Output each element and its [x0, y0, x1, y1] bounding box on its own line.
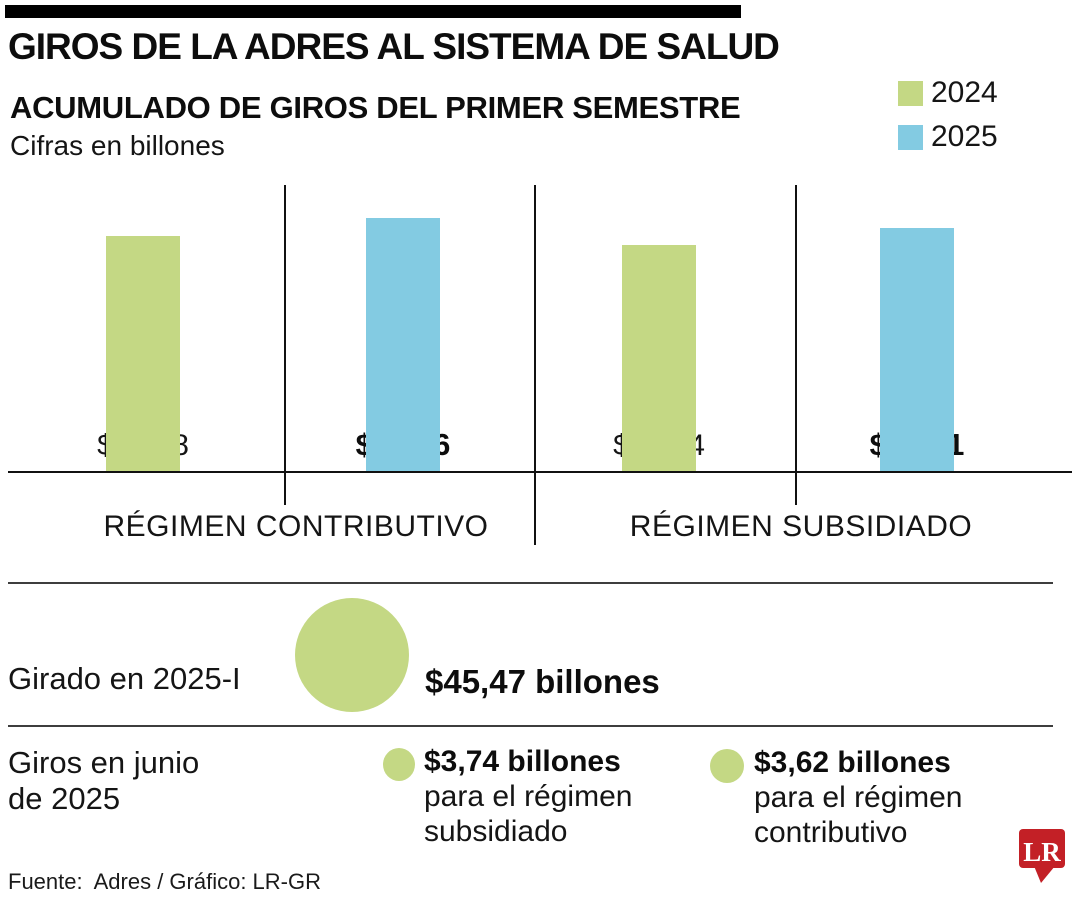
- junio-item-desc-line2: subsidiado: [424, 815, 568, 849]
- chart-subtitle: ACUMULADO DE GIROS DEL PRIMER SEMESTRE: [10, 90, 741, 125]
- category-label-subsidiado: RÉGIMEN SUBSIDIADO: [629, 510, 973, 543]
- source-credit: Fuente: Adres / Gráfico: LR-GR: [8, 869, 322, 894]
- bullet-dot-contributivo: [710, 749, 744, 783]
- page-title: GIROS DE LA ADRES AL SISTEMA DE SALUD: [8, 26, 780, 67]
- lr-logo-text: LR: [1023, 837, 1061, 867]
- junio-label-line1: Giros en junio: [8, 745, 200, 780]
- legend-swatch-2025: [898, 124, 923, 150]
- legend-label-2025: 2025: [931, 120, 998, 153]
- bar-rect-2024-contributivo: [106, 235, 180, 473]
- junio-label-line2: de 2025: [8, 780, 121, 816]
- legend-swatch-2024: [898, 80, 923, 106]
- category-label-contributivo: RÉGIMEN CONTRIBUTIVO: [103, 510, 489, 543]
- lr-logo: LR: [1019, 829, 1065, 883]
- divider-left-group: [284, 185, 286, 505]
- junio-item-contributivo: $3,62 billones para el régimen contribut…: [754, 746, 962, 851]
- junio-item-desc-line2: contributivo: [754, 816, 908, 850]
- legend-label-2024: 2024: [931, 76, 998, 109]
- top-rule: [5, 5, 741, 18]
- lr-logo-box: [1019, 829, 1065, 868]
- legend-item-2024: 2024: [898, 76, 998, 110]
- girado-label: Girado en 2025-I: [8, 661, 241, 696]
- junio-item-subsidiado: $3,74 billones para el régimen subsidiad…: [424, 745, 632, 850]
- legend-item-2025: 2025: [898, 120, 998, 154]
- total-circle: [295, 598, 409, 712]
- bar-rect-2024-subsidiado: [622, 244, 696, 473]
- junio-label: Giros en junio de 2025: [8, 745, 199, 816]
- bar-rect-2025-contributivo: [366, 218, 440, 473]
- bullet-dot-subsidiado: [383, 748, 415, 781]
- bar-rect-2025-subsidiado: [880, 227, 954, 473]
- junio-item-desc-line1: para el régimen: [424, 780, 633, 813]
- x-axis-baseline: [8, 471, 1072, 473]
- junio-item-value: $3,74 billones: [424, 745, 621, 778]
- section-rule-1: [8, 582, 1053, 584]
- junio-item-value: $3,62 billones: [754, 746, 951, 779]
- divider-right-group: [795, 185, 797, 505]
- girado-value: $45,47 billones: [425, 663, 660, 700]
- units-note: Cifras en billones: [10, 130, 225, 161]
- junio-item-desc-line1: para el régimen: [754, 781, 963, 814]
- section-rule-2: [8, 725, 1053, 727]
- divider-center: [534, 185, 536, 545]
- lr-logo-tail: [1034, 866, 1055, 883]
